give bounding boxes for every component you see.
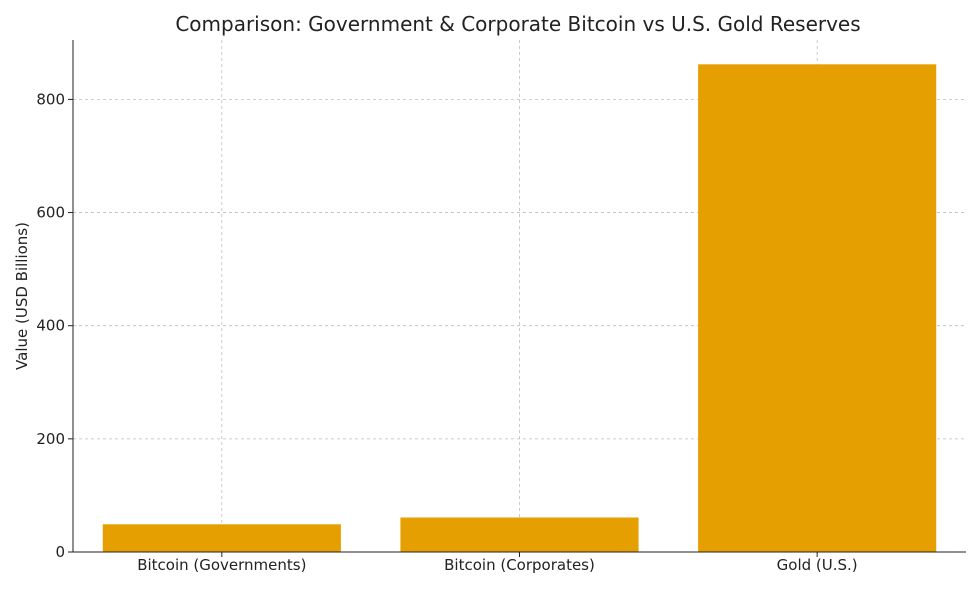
bars-layer: [102, 64, 937, 552]
chart-title: Comparison: Government & Corporate Bitco…: [175, 12, 860, 36]
y-tick-label: 200: [36, 430, 65, 448]
bar: [698, 64, 937, 552]
x-tick-label: Gold (U.S.): [777, 556, 858, 574]
x-tick-label: Bitcoin (Governments): [137, 556, 306, 574]
x-tick-label: Bitcoin (Corporates): [444, 556, 595, 574]
ticks-layer: 0 200 400 600 800 Bitcoin (Governments) Bitcoi…: [36, 90, 857, 574]
y-tick-label: 0: [55, 543, 65, 561]
y-tick-label: 800: [36, 90, 65, 108]
bar: [102, 524, 341, 552]
bar: [400, 517, 639, 552]
y-axis-label: Value (USD Billions): [13, 222, 31, 370]
y-tick-label: 400: [36, 317, 65, 335]
y-tick-label: 600: [36, 204, 65, 222]
